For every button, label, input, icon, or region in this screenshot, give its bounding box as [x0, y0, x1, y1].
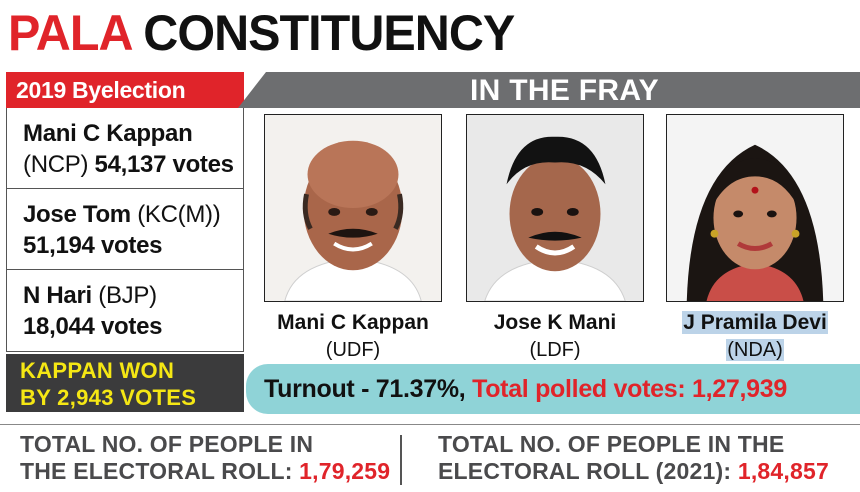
roll-line-2: THE ELECTORAL ROLL:: [20, 458, 293, 484]
roll-line-1: TOTAL NO. OF PEOPLE IN: [20, 431, 314, 457]
in-the-fray-banner: [238, 72, 860, 108]
candidate-party-highlight: (NDA): [726, 339, 784, 361]
title-constituency-name: PALA: [8, 5, 132, 61]
title-constituency-word: CONSTITUENCY: [143, 5, 515, 61]
result-row: N Hari (BJP) 18,044 votes: [7, 270, 243, 351]
winner-line-1: KAPPAN WON: [20, 358, 175, 383]
byelection-results: Mani C Kappan (NCP) 54,137 votes Jose To…: [6, 108, 244, 352]
result-row: Jose Tom (KC(M)) 51,194 votes: [7, 189, 243, 270]
page-title: PALA CONSTITUENCY: [8, 2, 515, 64]
roll-value: 1,84,857: [737, 458, 829, 484]
candidate-photo-pramila-devi: [666, 114, 844, 302]
portrait-illustration: [667, 115, 843, 301]
section-divider: [400, 435, 402, 485]
byelection-label: 2019 Byelection: [6, 72, 244, 108]
turnout-banner: Turnout - 71.37%, Total polled votes: 1,…: [246, 364, 860, 414]
candidate-name: Jose K Mani: [493, 311, 617, 334]
candidate-photo-jose-k-mani: [466, 114, 644, 302]
electoral-roll-section: TOTAL NO. OF PEOPLE IN THE ELECTORAL ROL…: [0, 424, 860, 490]
roll-line-2: ELECTORAL ROLL (2021):: [438, 458, 732, 484]
result-row: Mani C Kappan (NCP) 54,137 votes: [7, 108, 243, 189]
result-party: (NCP): [23, 151, 89, 178]
candidate-name: Mani C Kappan: [277, 311, 429, 334]
winner-badge: KAPPAN WON BY 2,943 VOTES: [6, 354, 244, 412]
portrait-illustration: [265, 115, 441, 301]
portrait-illustration: [467, 115, 643, 301]
roll-line-1: TOTAL NO. OF PEOPLE IN THE: [438, 431, 785, 457]
electoral-roll-2021: TOTAL NO. OF PEOPLE IN THE ELECTORAL ROL…: [438, 431, 829, 485]
result-votes: 51,194 votes: [23, 232, 163, 259]
result-candidate-name: Jose Tom: [23, 201, 131, 228]
candidate-photo-kappan: [264, 114, 442, 302]
result-votes: 54,137 votes: [94, 151, 234, 178]
candidate-party: (LDF): [529, 339, 581, 361]
result-candidate-name: N Hari: [23, 282, 92, 309]
candidate-name-highlight: J Pramila Devi: [682, 311, 828, 334]
candidate-party: (UDF): [325, 339, 381, 361]
electoral-roll-2019: TOTAL NO. OF PEOPLE IN THE ELECTORAL ROL…: [20, 431, 390, 485]
candidate-party: (NDA): [640, 338, 860, 362]
result-party: (BJP): [98, 282, 157, 309]
result-party: (KC(M)): [137, 201, 221, 228]
total-polled-votes: Total polled votes: 1,27,939: [472, 375, 787, 403]
result-candidate-name: Mani C Kappan: [23, 120, 193, 147]
in-the-fray-heading: IN THE FRAY: [470, 74, 659, 107]
result-votes: 18,044 votes: [23, 313, 163, 340]
turnout-percentage: Turnout - 71.37%,: [264, 375, 466, 403]
roll-value: 1,79,259: [299, 458, 391, 484]
winner-line-2: BY 2,943 VOTES: [20, 385, 197, 410]
candidate-name: J Pramila Devi: [640, 310, 860, 336]
